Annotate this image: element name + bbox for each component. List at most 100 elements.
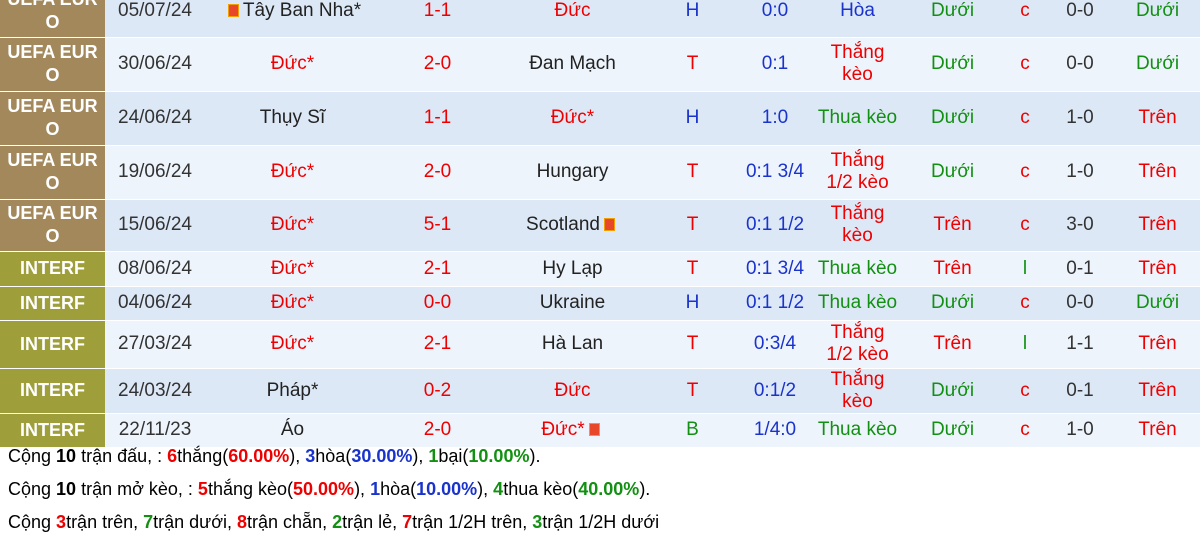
odd-even-cell: c xyxy=(1005,0,1045,38)
summary-text: 5 xyxy=(197,479,208,499)
summary-text: 2 xyxy=(332,512,343,532)
half-time-ou-cell: Trên xyxy=(1115,413,1200,448)
odd-even: c xyxy=(1020,419,1030,440)
odd-even-cell: l xyxy=(1005,251,1045,287)
handicap-result: Thua kèo xyxy=(817,257,898,279)
over-under: Dưới xyxy=(930,379,975,401)
handicap-result: Thắng 1/2 kèo xyxy=(826,150,889,193)
score: 1-1 xyxy=(423,0,452,21)
handicap: 0:1 3/4 xyxy=(745,257,805,279)
league: INTERF xyxy=(20,258,85,278)
date-cell: 27/03/24 xyxy=(105,320,205,369)
result: T xyxy=(686,257,699,279)
summary-text: Cộng xyxy=(8,479,57,499)
half-time-ou-cell: Trên xyxy=(1115,251,1200,287)
odd-even-cell: c xyxy=(1005,145,1045,200)
summary-text: trận chẵn, xyxy=(247,512,333,532)
home-team-cell: Đức* xyxy=(205,199,380,252)
result: H xyxy=(685,0,700,21)
date-cell: 22/11/23 xyxy=(105,413,205,448)
odd-even: l xyxy=(1022,333,1028,354)
summary-text: trận 1/2H dưới xyxy=(542,512,660,532)
handicap-result-cell: Thua kèo xyxy=(815,91,900,146)
over-under-cell: Trên xyxy=(900,320,1005,369)
home-team-cell: Đức* xyxy=(205,286,380,321)
handicap-result-cell: Thắng kèo xyxy=(815,368,900,414)
home-team-cell: Đức* xyxy=(205,37,380,92)
summary-text: bại( xyxy=(438,446,469,466)
summary: Cộng 10 trận đấu, : 6thắng(60.00%), 3hòa… xyxy=(8,444,659,543)
result: H xyxy=(685,292,700,313)
date-cell: 19/06/24 xyxy=(105,145,205,200)
handicap-result-cell: Thua kèo xyxy=(815,286,900,321)
league: UEFA EURO xyxy=(7,150,98,193)
handicap: 0:1/2 xyxy=(753,379,797,401)
half-time-ou: Dưới xyxy=(1135,292,1180,313)
half-time-ou: Trên xyxy=(1138,419,1177,440)
away-team-cell: Scotland xyxy=(495,199,650,252)
home-team-cell: Pháp* xyxy=(205,368,380,414)
result-cell: T xyxy=(650,320,735,369)
away-team-cell: Đức* xyxy=(495,413,650,448)
summary-line: Cộng 10 trận đấu, : 6thắng(60.00%), 3hòa… xyxy=(8,444,659,477)
over-under: Dưới xyxy=(930,53,975,74)
half-time-ou: Trên xyxy=(1138,107,1177,128)
handicap-cell: 0:1/2 xyxy=(735,368,815,414)
summary-line: Cộng 3trận trên, 7trận dưới, 8trận chẵn,… xyxy=(8,510,659,543)
score: 2-0 xyxy=(423,53,452,74)
half-time-cell: 3-0 xyxy=(1045,199,1115,252)
table-row: INTERF 24/03/24 Pháp* 0-2 Đức T 0:1/2 Thắng kèo… xyxy=(0,368,1200,414)
result-cell: H xyxy=(650,0,735,38)
half-time-ou: Trên xyxy=(1138,333,1177,354)
score-cell: 0-2 xyxy=(380,368,495,414)
table-row: INTERF 08/06/24 Đức* 2-1 Hy Lạp T 0:1 3/4 Thua … xyxy=(0,251,1200,287)
half-time-cell: 1-0 xyxy=(1045,413,1115,448)
result: B xyxy=(686,419,699,440)
half-time-cell: 0-1 xyxy=(1045,251,1115,287)
summary-text: ). xyxy=(639,479,651,499)
over-under: Trên xyxy=(933,257,972,279)
handicap-cell: 0:1 3/4 xyxy=(735,251,815,287)
league: INTERF xyxy=(20,380,85,400)
home-team: Đức* xyxy=(270,333,315,354)
away-team: Ukraine xyxy=(539,292,606,313)
handicap-cell: 0:0 xyxy=(735,0,815,38)
score: 5-1 xyxy=(423,214,452,235)
half-time-ou-cell: Dưới xyxy=(1115,0,1200,38)
flag-icon xyxy=(227,4,239,18)
result-cell: T xyxy=(650,368,735,414)
score: 1-1 xyxy=(423,107,452,128)
odd-even-cell: c xyxy=(1005,199,1045,252)
over-under: Dưới xyxy=(930,161,975,182)
summary-text: trận đấu, : xyxy=(76,446,168,466)
odd-even: c xyxy=(1020,214,1030,235)
half-time: 0-0 xyxy=(1066,0,1094,21)
score: 2-1 xyxy=(423,257,452,279)
handicap-cell: 1/4:0 xyxy=(735,413,815,448)
half-time-ou-cell: Trên xyxy=(1115,368,1200,414)
odd-even: c xyxy=(1020,161,1030,182)
handicap-result-cell: Thắng 1/2 kèo xyxy=(815,145,900,200)
home-team-cell: Áo xyxy=(205,413,380,448)
score-cell: 2-0 xyxy=(380,413,495,448)
summary-text: 8 xyxy=(237,512,248,532)
over-under-cell: Trên xyxy=(900,251,1005,287)
date-cell: 15/06/24 xyxy=(105,199,205,252)
date-cell: 08/06/24 xyxy=(105,251,205,287)
page: UEFA EURO 05/07/24 Tây Ban Nha* 1-1 Đức H 0:0 H… xyxy=(0,0,1200,532)
league-cell: UEFA EURO xyxy=(0,91,105,146)
summary-text: hòa( xyxy=(380,479,417,499)
summary-text: 30.00% xyxy=(351,446,413,466)
league: UEFA EURO xyxy=(7,203,98,246)
date: 24/03/24 xyxy=(118,379,192,401)
half-time: 1-0 xyxy=(1066,419,1094,440)
handicap-result: Thua kèo xyxy=(817,419,898,440)
half-time-ou-cell: Dưới xyxy=(1115,37,1200,92)
summary-text: 10.00% xyxy=(468,446,530,466)
over-under-cell: Dưới xyxy=(900,0,1005,38)
league-cell: UEFA EURO xyxy=(0,37,105,92)
date: 27/03/24 xyxy=(118,333,192,354)
home-team: Tây Ban Nha* xyxy=(242,0,362,21)
summary-line: Cộng 10 trận mở kèo, : 5thắng kèo(50.00%… xyxy=(8,477,659,510)
handicap-result-cell: Thua kèo xyxy=(815,251,900,287)
